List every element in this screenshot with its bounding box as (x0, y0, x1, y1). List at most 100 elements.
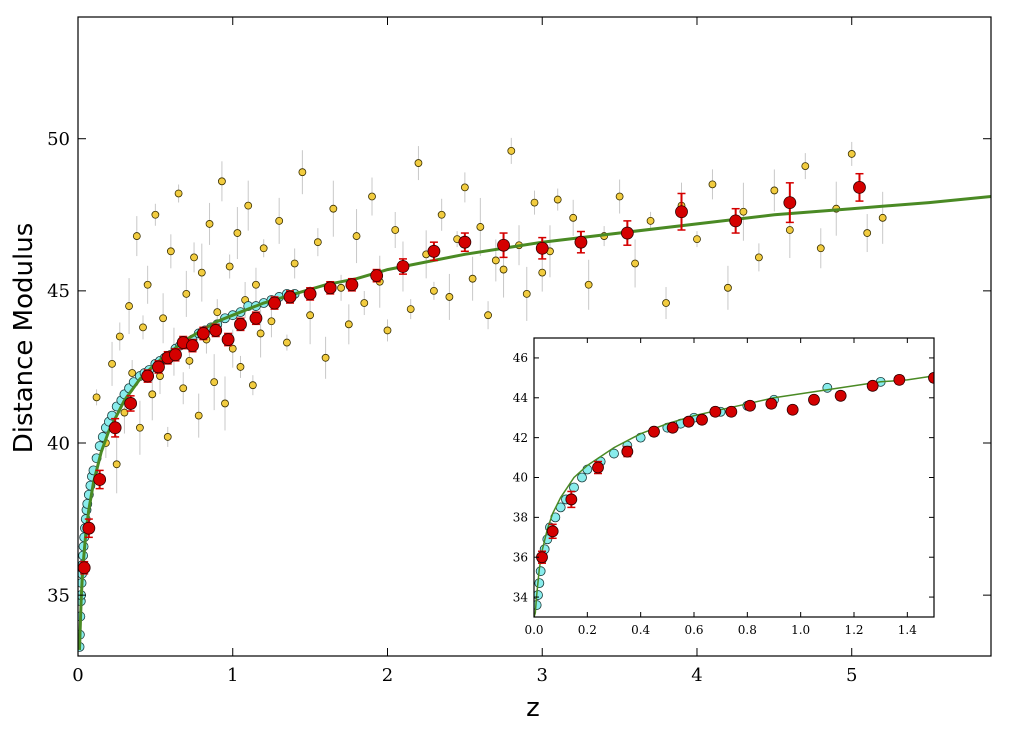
yellow-data-point (135, 423, 144, 432)
yellow-data-point (163, 433, 172, 441)
red-binned-point (682, 415, 695, 428)
red-binned-point (268, 296, 281, 310)
yellow-data-point (151, 210, 160, 219)
y-tick-label: 50 (47, 129, 70, 150)
yellow-data-point (460, 183, 469, 192)
red-binned-point (370, 269, 384, 283)
yellow-data-point (739, 207, 748, 216)
x-tick-label: 1 (227, 665, 238, 686)
red-binned-point (283, 290, 297, 304)
red-binned-point (345, 278, 359, 292)
red-binned-point (765, 397, 778, 410)
y-tick-label: 40 (47, 433, 70, 454)
yellow-data-point (256, 329, 265, 338)
red-binned-point (196, 327, 210, 340)
yellow-data-point (132, 232, 141, 240)
yellow-data-point (221, 399, 229, 408)
yellow-data-point (383, 326, 392, 335)
red-binned-point (709, 405, 722, 418)
red-binned-point (78, 561, 91, 575)
red-binned-point (834, 389, 847, 402)
red-binned-point (783, 196, 797, 210)
x-tick-label: 0.2 (578, 623, 597, 637)
red-binned-point (82, 521, 96, 535)
yellow-data-point (210, 378, 219, 387)
y-tick-label: 36 (513, 550, 528, 564)
yellow-data-point (143, 280, 152, 289)
x-tick-label: 0.6 (684, 623, 703, 637)
y-tick-label: 34 (513, 590, 529, 604)
yellow-data-point (646, 216, 655, 225)
red-binned-point (152, 360, 165, 374)
yellow-data-point (166, 247, 175, 256)
yellow-data-point (159, 314, 168, 323)
red-binned-point (786, 403, 799, 416)
yellow-data-point (225, 262, 234, 271)
x-tick-label: 0 (72, 665, 83, 686)
yellow-data-point (139, 323, 147, 332)
yellow-data-point (499, 265, 508, 274)
yellow-data-point (476, 223, 485, 231)
red-binned-point (458, 235, 472, 249)
yellow-data-point (248, 381, 257, 390)
yellow-data-point (724, 283, 732, 292)
y-tick-label: 40 (513, 471, 528, 485)
yellow-data-point (430, 286, 438, 295)
y-tick-label: 46 (513, 351, 528, 365)
yellow-data-point (337, 283, 345, 292)
yellow-data-point (259, 244, 268, 253)
yellow-data-point (244, 201, 253, 210)
yellow-data-point (218, 177, 226, 186)
yellow-data-point (484, 311, 492, 320)
yellow-data-point (185, 356, 194, 365)
x-tick-label: 3 (537, 665, 548, 686)
x-tick-label: 5 (846, 665, 857, 686)
yellow-data-point (816, 244, 825, 253)
red-binned-point (928, 371, 934, 384)
yellow-data-point (112, 460, 121, 469)
x-tick-label: 4 (691, 665, 702, 686)
yellow-data-point (770, 186, 779, 195)
red-binned-point (209, 324, 223, 337)
y-tick-label: 35 (47, 585, 70, 606)
yellow-data-point (194, 411, 203, 420)
red-binned-point (497, 238, 510, 252)
yellow-data-point (662, 299, 670, 307)
red-binned-point (729, 214, 743, 228)
x-tick-label: 2 (382, 665, 393, 686)
red-binned-point (323, 281, 337, 295)
red-binned-point (93, 473, 107, 486)
red-binned-point (234, 317, 247, 331)
red-binned-point (696, 413, 708, 426)
yellow-data-point (530, 198, 539, 207)
yellow-data-point (190, 253, 198, 262)
inset-plot-area (534, 371, 934, 617)
yellow-data-point (491, 256, 500, 265)
x-tick-label: 0.4 (631, 623, 650, 637)
yellow-data-point (615, 192, 624, 201)
red-binned-point (141, 369, 155, 383)
x-tick-label: 1.4 (898, 623, 917, 637)
y-tick-label: 38 (513, 511, 528, 525)
yellow-data-point (298, 168, 307, 177)
red-binned-point (808, 393, 820, 406)
yellow-data-point (252, 280, 260, 289)
red-binned-point (249, 311, 263, 325)
x-tick-label: 1.0 (791, 623, 810, 637)
red-binned-point (675, 205, 688, 219)
red-binned-point (744, 399, 756, 412)
red-binned-point (303, 287, 317, 301)
red-binned-point (725, 405, 738, 418)
yellow-data-point (406, 305, 415, 314)
y-axis-label: Distance Modulus (9, 223, 39, 454)
red-binned-point (396, 260, 410, 273)
x-tick-label: 1.2 (844, 623, 863, 637)
y-tick-label: 45 (47, 281, 70, 302)
red-binned-point (535, 241, 549, 255)
yellow-data-point (445, 293, 454, 301)
yellow-data-point (275, 216, 284, 225)
yellow-data-point (205, 220, 214, 228)
yellow-data-point (313, 238, 322, 247)
yellow-data-point (197, 268, 206, 277)
yellow-data-point (283, 338, 291, 347)
